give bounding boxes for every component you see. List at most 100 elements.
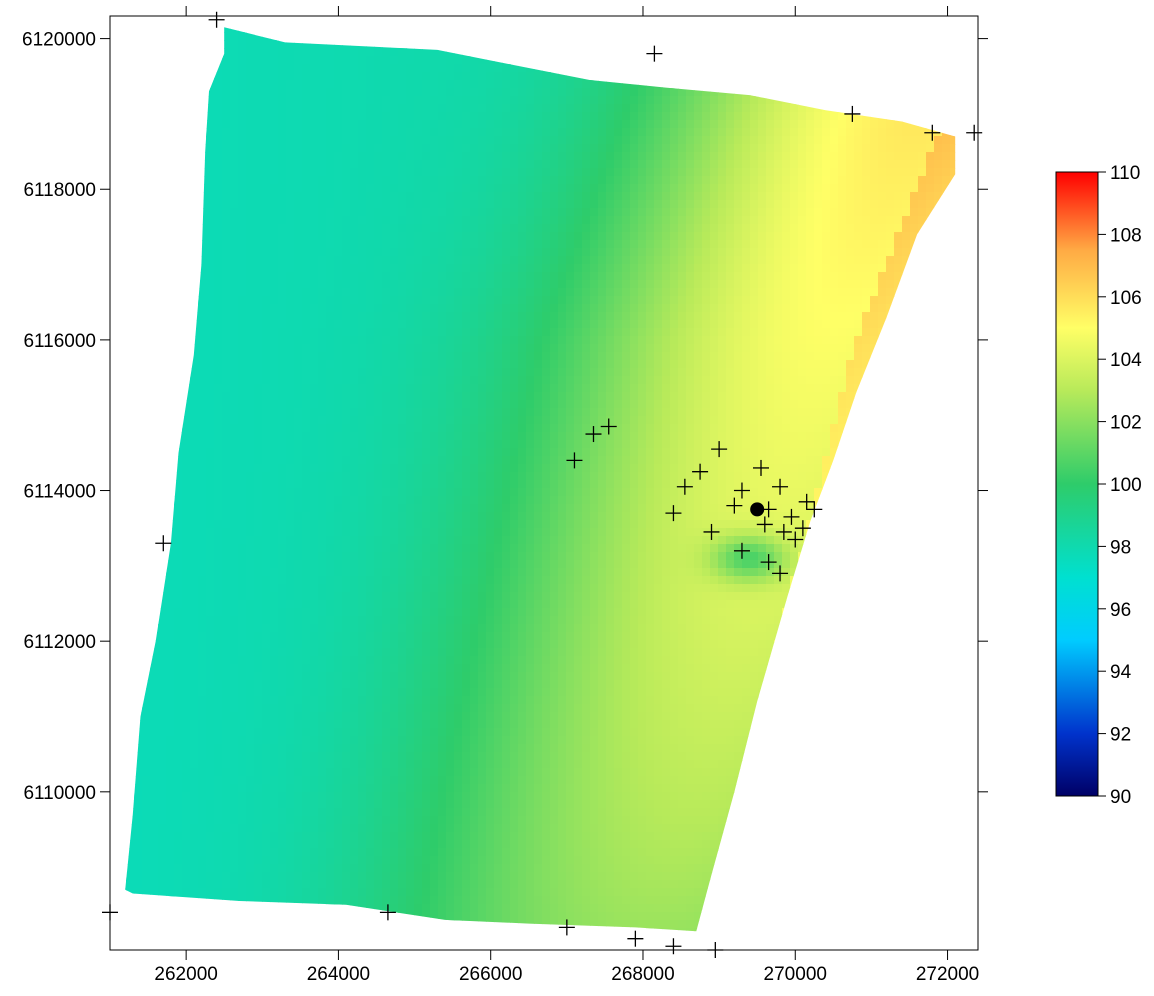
- heatmap-cell: [182, 840, 191, 849]
- heatmap-cell: [182, 752, 191, 761]
- heatmap-cell: [222, 776, 231, 785]
- heatmap-cell: [110, 240, 119, 249]
- heatmap-cell: [142, 496, 151, 505]
- heatmap-cell: [222, 696, 231, 705]
- heatmap-cell: [286, 96, 295, 105]
- heatmap-cell: [166, 400, 175, 409]
- heatmap-cell: [334, 208, 343, 217]
- heatmap-cell: [190, 400, 199, 409]
- heatmap-cell: [422, 280, 431, 289]
- heatmap-cell: [390, 48, 399, 57]
- heatmap-cell: [198, 744, 207, 753]
- heatmap-cell: [134, 848, 143, 857]
- heatmap-cell: [430, 272, 439, 281]
- heatmap-cell: [366, 888, 375, 897]
- heatmap-cell: [278, 200, 287, 209]
- heatmap-cell: [182, 400, 191, 409]
- heatmap-cell: [110, 928, 119, 937]
- heatmap-cell: [414, 256, 423, 265]
- heatmap-cell: [438, 456, 447, 465]
- heatmap-cell: [246, 440, 255, 449]
- heatmap-cell: [286, 312, 295, 321]
- heatmap-cell: [398, 192, 407, 201]
- heatmap-cell: [430, 384, 439, 393]
- heatmap-cell: [206, 880, 215, 889]
- heatmap-cell: [294, 96, 303, 105]
- heatmap-cell: [150, 27, 159, 33]
- heatmap-cell: [422, 56, 431, 65]
- heatmap-cell: [374, 856, 383, 865]
- heatmap-cell: [125, 800, 127, 809]
- heatmap-cell: [438, 304, 447, 313]
- heatmap-cell: [374, 632, 383, 641]
- heatmap-cell: [318, 384, 327, 393]
- heatmap-cell: [342, 616, 351, 625]
- heatmap-cell: [254, 496, 263, 505]
- heatmap-cell: [374, 184, 383, 193]
- heatmap-cell: [166, 440, 175, 449]
- heatmap-cell: [214, 112, 223, 121]
- heatmap-cell: [158, 576, 167, 585]
- heatmap-cell: [350, 760, 359, 769]
- heatmap-cell: [430, 352, 439, 361]
- heatmap-cell: [166, 200, 175, 209]
- heatmap-cell: [254, 632, 263, 641]
- heatmap-cell: [318, 784, 327, 793]
- heatmap-cell: [334, 184, 343, 193]
- heatmap-cell: [422, 880, 431, 889]
- heatmap-cell: [214, 576, 223, 585]
- heatmap-cell: [342, 904, 351, 913]
- heatmap-cell: [174, 312, 183, 321]
- heatmap-cell: [446, 504, 455, 513]
- heatmap-cell: [422, 320, 431, 329]
- heatmap-cell: [238, 736, 247, 745]
- heatmap-cell: [302, 384, 311, 393]
- heatmap-cell: [222, 752, 231, 761]
- heatmap-cell: [286, 168, 295, 177]
- heatmap-cell: [254, 520, 263, 529]
- heatmap-cell: [422, 456, 431, 465]
- heatmap-cell: [246, 608, 255, 617]
- heatmap-cell: [190, 272, 199, 281]
- heatmap-cell: [342, 840, 351, 849]
- heatmap-cell: [430, 152, 439, 161]
- heatmap-cell: [318, 296, 327, 305]
- heatmap-cell: [374, 544, 383, 553]
- heatmap-cell: [134, 560, 143, 569]
- heatmap-cell: [182, 512, 191, 521]
- heatmap-cell: [158, 152, 167, 161]
- heatmap-cell: [358, 288, 367, 297]
- heatmap-cell: [302, 328, 311, 337]
- heatmap-cell: [350, 464, 359, 473]
- heatmap-cell: [230, 320, 239, 329]
- heatmap-cell: [398, 792, 407, 801]
- heatmap-cell: [190, 344, 199, 353]
- heatmap-cell: [254, 928, 263, 932]
- heatmap-cell: [422, 656, 431, 665]
- heatmap-cell: [174, 168, 183, 177]
- heatmap-cell: [134, 768, 143, 777]
- heatmap-cell: [125, 880, 127, 889]
- heatmap-cell: [198, 64, 207, 73]
- heatmap-cell: [366, 688, 375, 697]
- heatmap-cell: [334, 576, 343, 585]
- heatmap-cell: [254, 16, 263, 25]
- heatmap-cell: [438, 344, 447, 353]
- heatmap-cell: [342, 152, 351, 161]
- heatmap-cell: [246, 800, 255, 809]
- heatmap-cell: [326, 312, 335, 321]
- heatmap-cell: [174, 120, 183, 129]
- heatmap-cell: [238, 600, 247, 609]
- heatmap-cell: [390, 144, 399, 153]
- heatmap-cell: [326, 104, 335, 113]
- heatmap-cell: [302, 896, 311, 905]
- heatmap-cell: [350, 264, 359, 273]
- heatmap-cell: [326, 472, 335, 481]
- heatmap-cell: [342, 472, 351, 481]
- heatmap-cell: [206, 752, 215, 761]
- heatmap-cell: [406, 392, 415, 401]
- heatmap-cell: [174, 512, 183, 521]
- heatmap-cell: [318, 552, 327, 561]
- heatmap-cell: [278, 856, 287, 865]
- heatmap-cell: [126, 368, 135, 377]
